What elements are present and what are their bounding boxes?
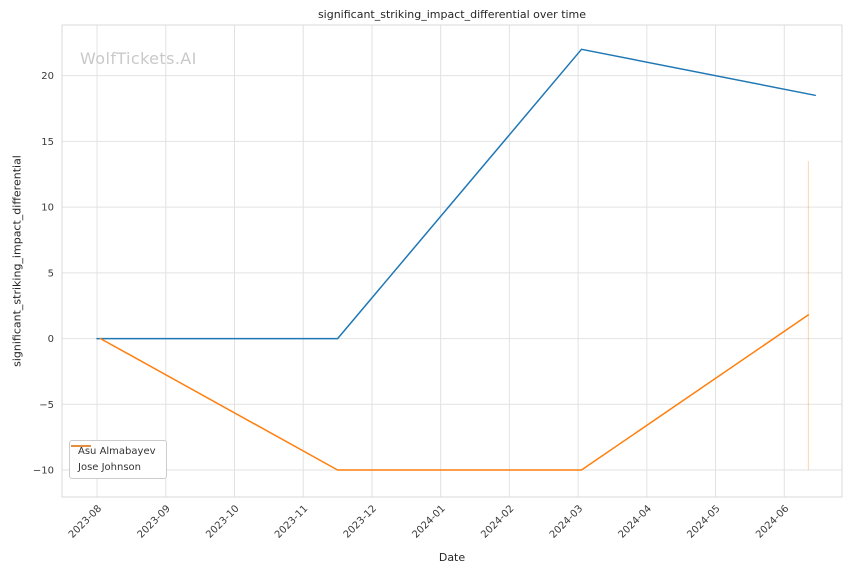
x-tick-label: 2024-02: [479, 503, 516, 540]
x-tick-label: 2023-11: [273, 503, 310, 540]
series-line-asu-almabayev: [96, 48, 816, 340]
x-tick-label: 2023-12: [342, 503, 379, 540]
x-tick-label: 2024-01: [410, 503, 447, 540]
x-tick-label: 2024-03: [548, 503, 585, 540]
y-axis-label: significant_striking_impact_differential: [10, 155, 24, 367]
x-axis-label: Date: [438, 551, 466, 564]
legend-line-swatch: [71, 445, 91, 447]
x-tick-label: 2024-06: [754, 503, 791, 540]
y-tick-label: 15: [41, 137, 54, 148]
legend-label: Asu Almabayev: [78, 446, 156, 457]
x-tick-label: 2023-09: [136, 503, 173, 540]
x-tick-label: 2023-10: [204, 503, 241, 540]
series-line-jose-johnson: [99, 314, 810, 471]
watermark: WolfTickets.AI: [80, 49, 197, 68]
chart-title: significant_striking_impact_differential…: [317, 8, 587, 21]
x-tick-label: 2024-04: [617, 503, 654, 540]
x-tick-label: 2024-05: [685, 503, 722, 540]
legend-item-jose-johnson: Jose Johnson: [71, 445, 156, 473]
y-tick-label: 10: [41, 203, 54, 214]
y-tick-label: −5: [39, 400, 54, 411]
y-tick-label: 0: [48, 334, 54, 345]
legend: Asu Almabayev Jose Johnson: [69, 440, 167, 479]
x-tick-label: 2023-08: [67, 503, 104, 540]
plot-border: [61, 24, 843, 498]
y-tick-label: −10: [33, 466, 54, 477]
legend-label: Jose Johnson: [78, 462, 142, 473]
y-tick-label: 5: [48, 268, 54, 279]
y-tick-label: 20: [41, 71, 54, 82]
